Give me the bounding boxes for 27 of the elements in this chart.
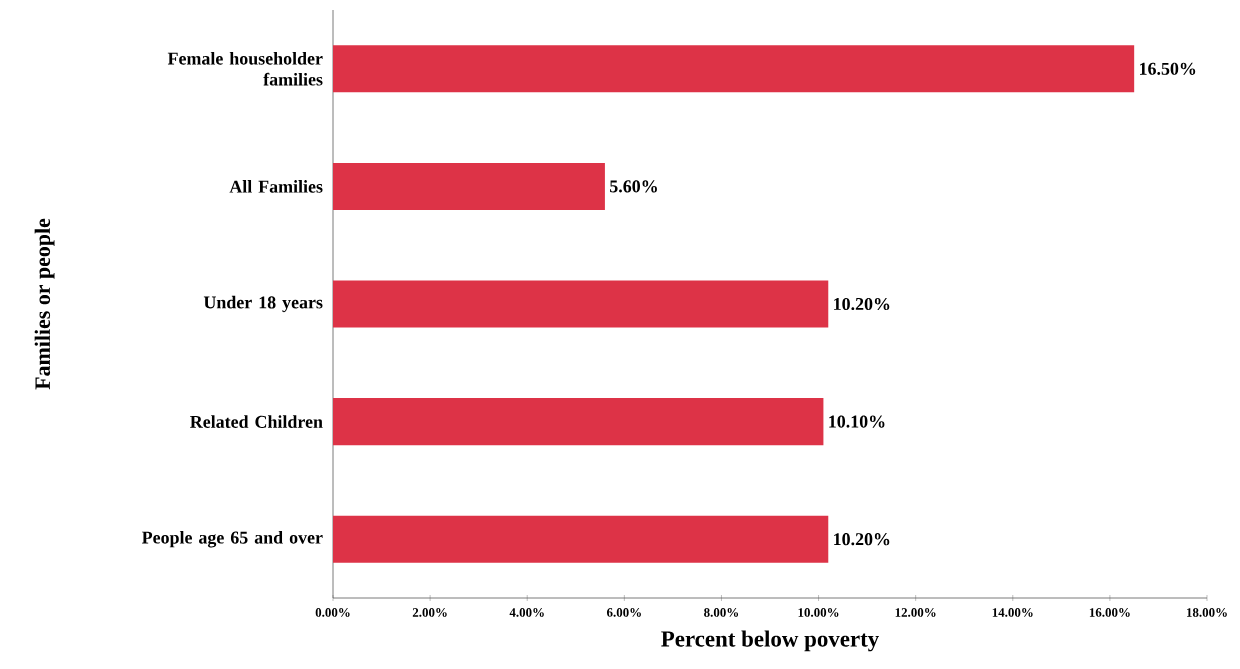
bar [333,45,1135,93]
x-tick-label: 8.00% [704,608,739,617]
y-tick-label: Under 18 years [203,295,323,313]
x-tick-label: 16.00% [1089,608,1130,617]
x-tick-label: 4.00% [509,608,544,617]
x-tick-label: 12.00% [895,608,936,617]
data-label: 10.20% [834,533,890,546]
x-tick-label: 14.00% [992,608,1033,617]
x-tick-label: 10.00% [798,608,839,617]
data-label: 16.50% [1140,62,1196,75]
bar [333,515,829,563]
x-tick-label: 0.00% [315,608,350,617]
data-label: 10.20% [834,297,890,311]
data-label: 5.60% [610,180,657,193]
y-axis-title: Families or people [34,218,55,390]
y-tick-label: All Families [229,180,323,193]
x-tick-label: 18.00% [1186,608,1227,617]
bar [333,162,605,210]
x-tick-label: 2.00% [412,608,447,617]
data-label: 10.10% [829,415,885,428]
bar [333,280,829,328]
x-tick-label: 6.00% [606,608,641,617]
y-tick-label: Female householder families [167,52,323,86]
y-tick-label: People age 65 and over [141,531,323,548]
x-axis-title: Percent below poverty [661,630,879,652]
bar [333,398,824,446]
y-tick-label: Related Children [190,415,323,428]
